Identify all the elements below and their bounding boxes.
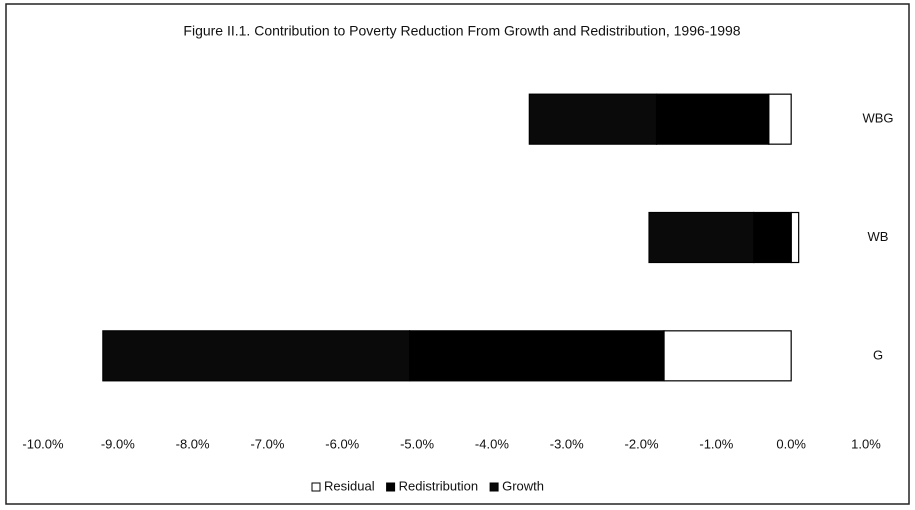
- x-tick-label: -8.0%: [176, 436, 210, 451]
- bar-segment: [655, 93, 770, 145]
- bar-segment: [663, 330, 792, 382]
- bar-segment: [409, 330, 665, 382]
- chart-title: Figure II.1. Contribution to Poverty Red…: [183, 23, 740, 39]
- bar-segment: [528, 93, 658, 145]
- legend-label: Residual: [324, 478, 375, 493]
- x-tick-label: 0.0%: [776, 436, 806, 451]
- x-tick-label: -10.0%: [22, 436, 64, 451]
- x-tick-label: -1.0%: [699, 436, 733, 451]
- legend-swatch: [489, 482, 499, 492]
- bar-segment: [768, 93, 792, 145]
- x-tick-label: -3.0%: [550, 436, 584, 451]
- x-tick-label: 1.0%: [851, 436, 881, 451]
- x-tick-label: -9.0%: [101, 436, 135, 451]
- x-tick-label: -2.0%: [625, 436, 659, 451]
- y-tick-label: WBG: [862, 111, 893, 126]
- x-tick-label: -5.0%: [400, 436, 434, 451]
- x-tick-label: -6.0%: [325, 436, 359, 451]
- bar-segment: [102, 330, 411, 382]
- x-tick-label: -7.0%: [250, 436, 284, 451]
- y-tick-label: WB: [868, 229, 889, 244]
- bar-segment: [648, 211, 755, 264]
- legend-label: Growth: [502, 478, 544, 493]
- y-tick-label: G: [873, 347, 883, 362]
- bar-segment: [790, 211, 800, 264]
- legend-swatch: [311, 482, 321, 492]
- bar-segment: [753, 211, 792, 264]
- legend-swatch: [386, 482, 396, 492]
- legend-label: Redistribution: [399, 478, 479, 493]
- x-tick-label: -4.0%: [475, 436, 509, 451]
